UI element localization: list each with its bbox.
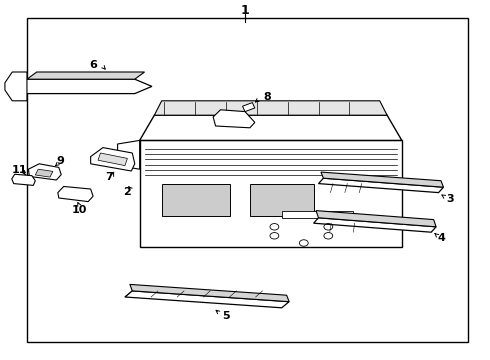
Text: 10: 10 xyxy=(72,204,87,215)
Text: 5: 5 xyxy=(222,311,230,321)
Polygon shape xyxy=(282,211,353,218)
Polygon shape xyxy=(58,186,93,202)
Polygon shape xyxy=(5,72,27,101)
Polygon shape xyxy=(130,284,289,302)
Polygon shape xyxy=(316,211,436,227)
Polygon shape xyxy=(318,178,443,193)
Text: 4: 4 xyxy=(437,233,445,243)
Text: 11: 11 xyxy=(12,165,27,175)
Polygon shape xyxy=(321,172,443,187)
Polygon shape xyxy=(27,72,145,79)
Polygon shape xyxy=(12,79,152,94)
Polygon shape xyxy=(250,184,314,216)
Text: 1: 1 xyxy=(241,4,249,17)
Text: 8: 8 xyxy=(263,92,271,102)
Polygon shape xyxy=(213,110,255,128)
Polygon shape xyxy=(314,218,436,232)
Text: 3: 3 xyxy=(446,194,454,204)
Polygon shape xyxy=(162,184,230,216)
Text: 7: 7 xyxy=(105,172,113,182)
Polygon shape xyxy=(28,164,61,180)
Polygon shape xyxy=(125,291,289,308)
Polygon shape xyxy=(140,140,402,247)
Polygon shape xyxy=(35,169,53,177)
Polygon shape xyxy=(140,115,402,140)
Text: 6: 6 xyxy=(89,60,97,70)
Polygon shape xyxy=(12,174,35,185)
Polygon shape xyxy=(98,153,127,166)
Polygon shape xyxy=(118,140,140,169)
Polygon shape xyxy=(154,101,387,115)
Text: 9: 9 xyxy=(57,156,65,166)
Text: 2: 2 xyxy=(123,187,131,197)
Polygon shape xyxy=(91,148,135,171)
Polygon shape xyxy=(243,103,255,112)
